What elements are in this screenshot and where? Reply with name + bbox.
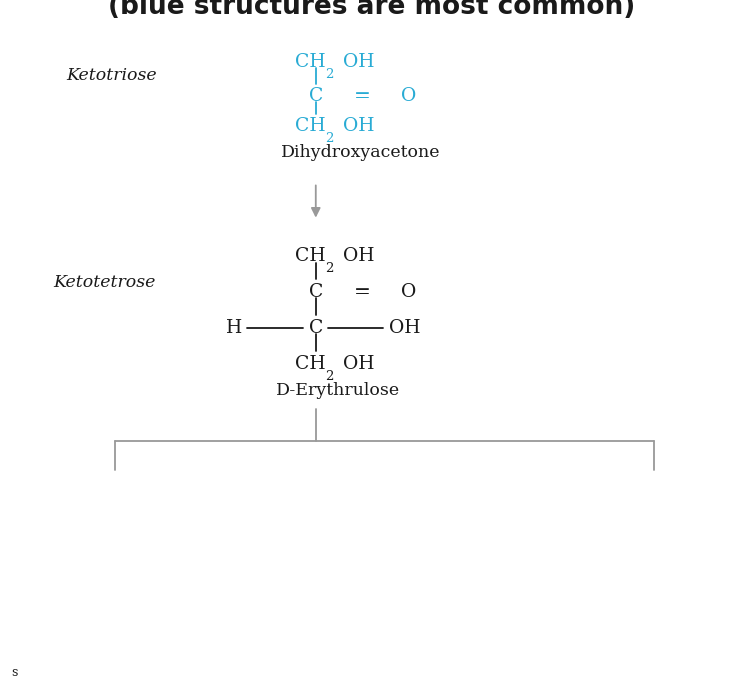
- Text: Dihydroxyacetone: Dihydroxyacetone: [281, 145, 440, 161]
- Text: CH: CH: [295, 355, 325, 373]
- Text: C: C: [308, 319, 323, 337]
- Text: C: C: [308, 88, 323, 105]
- Text: D-Erythrulose: D-Erythrulose: [276, 382, 400, 399]
- Text: Ketotriose: Ketotriose: [66, 68, 157, 84]
- Text: CH: CH: [295, 53, 325, 71]
- Text: 2: 2: [325, 132, 334, 145]
- Text: OH: OH: [389, 319, 421, 337]
- Text: OH: OH: [343, 117, 374, 135]
- Text: s: s: [11, 666, 18, 679]
- Text: O: O: [401, 283, 416, 301]
- Text: (blue structures are most common): (blue structures are most common): [108, 0, 635, 20]
- Text: H: H: [226, 319, 242, 337]
- Text: OH: OH: [343, 53, 374, 71]
- Text: CH: CH: [295, 247, 325, 265]
- Text: OH: OH: [343, 247, 374, 265]
- Text: =: =: [354, 87, 370, 106]
- Text: 2: 2: [325, 370, 334, 382]
- Text: Ketotetrose: Ketotetrose: [53, 274, 155, 291]
- Text: C: C: [308, 283, 323, 301]
- Text: CH: CH: [295, 117, 325, 135]
- Text: 2: 2: [325, 263, 334, 275]
- Text: OH: OH: [343, 355, 374, 373]
- Text: =: =: [354, 282, 370, 302]
- Text: 2: 2: [325, 68, 334, 81]
- Text: O: O: [401, 88, 416, 105]
